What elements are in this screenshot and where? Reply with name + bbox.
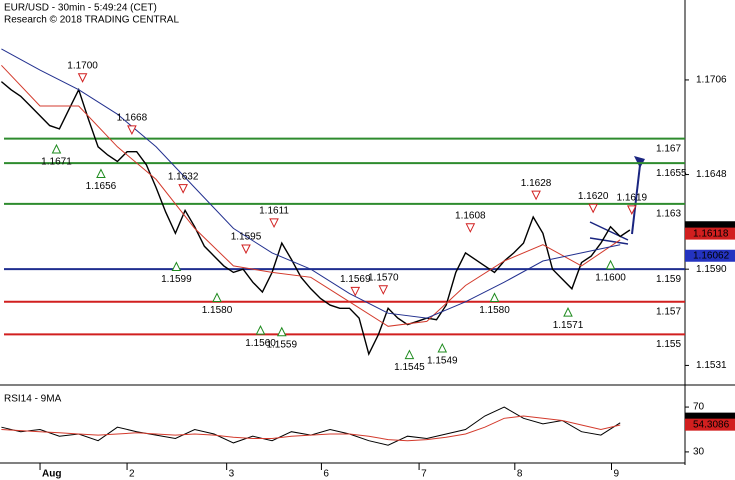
high-marker: [127, 125, 137, 136]
high-label: 1.1608: [455, 210, 486, 221]
high-label: 1.1619: [617, 193, 648, 204]
forecast-arrow: [631, 164, 641, 235]
x-tick-label: 7: [421, 469, 427, 480]
low-label: 1.1599: [161, 274, 192, 285]
y-tick-label: 1.1648: [696, 169, 727, 180]
low-label: 1.1580: [202, 305, 233, 316]
high-marker: [178, 184, 188, 194]
x-tick-label: 2: [129, 469, 135, 480]
y-tick-label: 1.1590: [696, 264, 727, 275]
low-marker: [605, 259, 616, 270]
high-marker: [77, 73, 88, 83]
low-marker: [563, 307, 573, 317]
y-tick-label: 1.1531: [696, 360, 727, 371]
low-marker: [255, 324, 266, 335]
rsi-last-box: [685, 418, 735, 431]
high-label: 1.1668: [117, 113, 148, 124]
low-label: 1.1600: [595, 273, 626, 284]
pattern-lines: [589, 221, 629, 245]
x-tick-label: 6: [323, 469, 329, 480]
level-label: 1.159: [656, 274, 681, 285]
high-label: 1.1620: [578, 191, 609, 202]
low-label: 1.1560: [245, 338, 276, 349]
low-label: 1.1545: [394, 362, 425, 373]
last-value-box: [685, 249, 735, 262]
price-line: [1, 64, 621, 327]
low-marker: [276, 326, 287, 337]
high-marker: [627, 205, 637, 215]
low-marker: [171, 261, 182, 271]
rsi-title: RSI14 - 9MA: [4, 394, 62, 405]
y-tick-label: 1.1706: [696, 75, 727, 86]
high-marker: [531, 190, 541, 201]
x-tick-label: 8: [517, 469, 523, 480]
high-label: 1.1569: [340, 274, 371, 285]
level-label: 1.167: [656, 143, 681, 154]
rsi-tick-label: 30: [693, 447, 705, 458]
price-line: [0, 81, 631, 356]
high-label: 1.1700: [67, 60, 98, 71]
level-label: 1.1655: [656, 168, 687, 179]
last-value-label: 1.16118: [693, 228, 729, 239]
high-label: 1.1595: [231, 232, 262, 243]
low-marker: [489, 292, 500, 302]
x-tick-label: 3: [229, 469, 235, 480]
chart-title: EUR/USD - 30min - 5:49:24 (CET): [4, 3, 157, 14]
high-label: 1.1632: [168, 171, 199, 182]
rsi-tick-label: 70: [693, 402, 705, 413]
high-marker: [350, 286, 361, 297]
high-label: 1.1628: [521, 178, 552, 189]
last-value-label: 1.16062: [693, 250, 730, 261]
chart-subtitle: Research © 2018 TRADING CENTRAL: [4, 15, 179, 26]
low-label: 1.1559: [266, 339, 297, 350]
x-tick-label: Aug: [42, 469, 61, 480]
last-value-box: [685, 227, 735, 240]
price-line: [1, 48, 621, 319]
low-label: 1.1549: [427, 356, 458, 367]
last-value-label: 1.16157: [693, 222, 730, 233]
rsi-line: [1, 415, 621, 442]
level-label: 1.157: [656, 306, 681, 317]
high-marker: [378, 285, 389, 295]
high-marker: [588, 203, 598, 214]
high-marker: [269, 218, 279, 229]
low-marker: [437, 342, 448, 353]
low-marker: [212, 292, 222, 302]
high-marker: [465, 223, 476, 233]
low-marker: [51, 143, 62, 154]
low-label: 1.1571: [553, 320, 584, 331]
x-tick-label: 9: [614, 469, 620, 480]
high-label: 1.1611: [259, 206, 289, 217]
rsi-last-label: 54.3086: [693, 419, 730, 430]
level-label: 1.155: [656, 339, 681, 350]
low-label: 1.1656: [86, 181, 117, 192]
low-marker: [96, 168, 106, 179]
high-label: 1.1570: [368, 272, 399, 283]
high-marker: [241, 244, 251, 255]
low-label: 1.1671: [41, 157, 72, 168]
low-label: 1.1580: [479, 305, 510, 316]
forecast-arrowhead: [634, 156, 645, 168]
low-marker: [404, 349, 415, 360]
level-label: 1.163: [656, 209, 681, 220]
